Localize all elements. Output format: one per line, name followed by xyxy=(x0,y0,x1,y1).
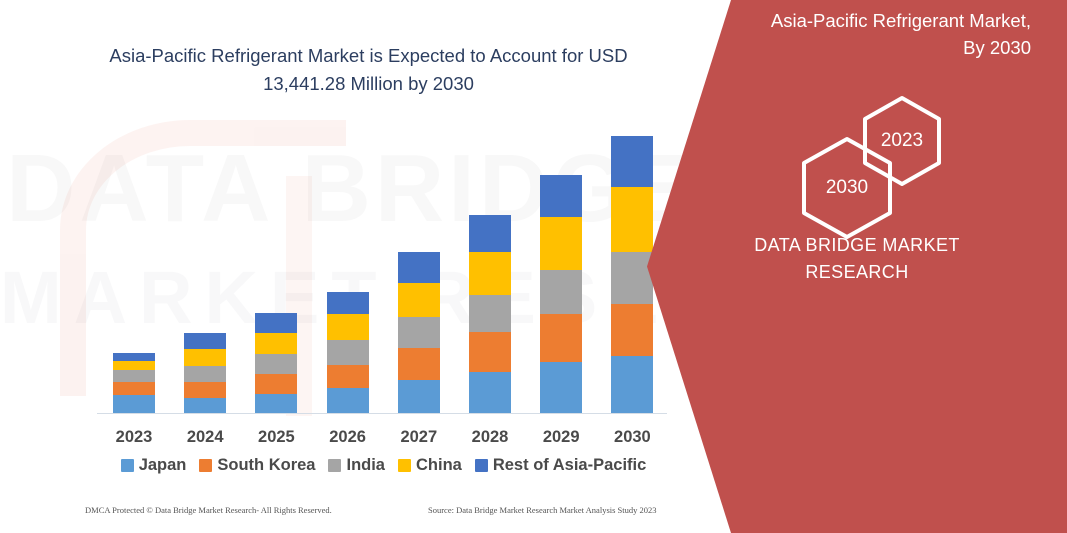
bar-segment xyxy=(184,366,227,382)
x-axis-label: 2023 xyxy=(115,428,153,446)
legend-item[interactable]: India xyxy=(328,456,385,475)
bar-segment xyxy=(469,215,511,252)
legend-item[interactable]: Japan xyxy=(120,456,187,475)
legend-swatch xyxy=(328,459,342,472)
chart-plot-area: 2023 2024 2025 2026 2027 2028 2029 2030 xyxy=(0,136,705,454)
bar-segment xyxy=(540,270,583,314)
panel-title-line-2: By 2030 xyxy=(963,36,1031,58)
bar-segment xyxy=(469,372,511,413)
bar-segment xyxy=(255,394,298,413)
panel-title-line-1: Asia-Pacific Refrigerant Market, xyxy=(770,10,1031,31)
bar-segment xyxy=(611,356,654,413)
legend-item[interactable]: South Korea xyxy=(199,456,315,475)
bar-segment xyxy=(397,252,440,283)
x-axis-label: 2024 xyxy=(186,428,224,446)
legend-swatch xyxy=(120,459,134,472)
x-axis-label: 2027 xyxy=(400,428,438,446)
bar-column xyxy=(326,292,369,413)
legend-label: Rest of Asia-Pacific xyxy=(492,456,647,474)
bar-segment xyxy=(540,217,583,270)
bar-segment xyxy=(255,374,298,394)
bar-segment xyxy=(397,348,440,380)
bar-segment xyxy=(113,353,155,361)
bar-segment xyxy=(611,304,654,356)
bar-column xyxy=(611,136,654,413)
legend-label: India xyxy=(346,456,385,474)
legend-label: South Korea xyxy=(217,456,316,474)
chart-title-line-1: Asia-Pacific Refrigerant Market is Expec… xyxy=(109,45,628,66)
hexagon-badges: 2030 2023 xyxy=(797,95,1027,245)
bar-column xyxy=(113,353,155,413)
legend-swatch xyxy=(474,459,488,472)
bar-segment xyxy=(326,292,369,314)
bar-segment xyxy=(397,380,440,413)
bar-segment xyxy=(255,333,298,354)
bar-segment xyxy=(326,388,369,413)
hexagon-label-2030: 2030 xyxy=(825,177,869,198)
bar-segment xyxy=(326,365,369,388)
bar-segment xyxy=(326,314,369,340)
x-axis-line xyxy=(97,413,667,414)
legend-swatch xyxy=(398,459,411,472)
bar-segment xyxy=(397,283,440,317)
bar-column xyxy=(184,333,227,413)
footer: DMCA Protected © Data Bridge Market Rese… xyxy=(0,505,705,525)
hexagon-badge-2030: 2030 xyxy=(797,135,897,241)
footer-copyright: DMCA Protected © Data Bridge Market Rese… xyxy=(85,505,332,515)
bar-segment xyxy=(540,314,583,362)
bar-segment xyxy=(113,361,155,370)
bar-segment xyxy=(611,252,654,304)
legend-item[interactable]: China xyxy=(398,456,462,475)
bar-segment xyxy=(540,175,583,217)
chart-title: Asia-Pacific Refrigerant Market is Expec… xyxy=(96,42,641,98)
hexagon-badge-2023: 2023 xyxy=(859,95,945,187)
legend-label: China xyxy=(416,456,462,474)
bar-column xyxy=(540,175,583,413)
x-axis-label: 2029 xyxy=(542,428,580,446)
bar-segment xyxy=(113,395,155,413)
hexagon-icon xyxy=(802,137,892,239)
x-axis-label: 2030 xyxy=(614,428,651,446)
legend-item[interactable]: Rest of Asia-Pacific xyxy=(474,456,647,475)
bar-segment xyxy=(326,340,369,365)
panel-title: Asia-Pacific Refrigerant Market, By 2030 xyxy=(731,8,1031,62)
bar-segment xyxy=(397,317,440,348)
bar-segment xyxy=(540,362,583,413)
hexagon-label-2023: 2023 xyxy=(880,130,924,151)
brand-name: DATA BRIDGE MARKET RESEARCH xyxy=(647,232,1067,286)
brand-line-1: DATA BRIDGE MARKET xyxy=(754,235,960,255)
bar-column xyxy=(255,313,298,413)
bar-segment xyxy=(255,313,298,333)
bar-segment xyxy=(611,187,654,252)
x-axis-label: 2025 xyxy=(258,428,295,446)
bar-segment xyxy=(184,398,227,413)
x-axis-label: 2026 xyxy=(329,428,366,446)
chart-legend: Japan South Korea India China Rest of Asia-P… xyxy=(96,456,671,475)
legend-label: Japan xyxy=(138,456,187,474)
bar-segment xyxy=(469,332,511,372)
brand-line-2: RESEARCH xyxy=(805,262,909,282)
x-axis-labels: 2023 2024 2025 2026 2027 2028 2029 2030 xyxy=(0,428,705,454)
brand-panel: Asia-Pacific Refrigerant Market, By 2030… xyxy=(647,0,1067,533)
bar-segment xyxy=(469,295,511,332)
legend-swatch xyxy=(199,459,213,472)
x-axis-label: 2028 xyxy=(471,428,509,446)
bar-segment xyxy=(184,349,227,366)
hexagon-icon xyxy=(863,96,941,186)
bar-segment xyxy=(113,370,155,382)
chart-title-line-2: 13,441.28 Million by 2030 xyxy=(263,72,474,94)
bar-column xyxy=(397,252,440,413)
bar-segment xyxy=(184,382,227,398)
bar-column xyxy=(469,215,511,413)
footer-source: Source: Data Bridge Market Research Mark… xyxy=(428,505,657,515)
bar-segment xyxy=(113,382,155,395)
bar-segment xyxy=(611,136,654,187)
bar-segment xyxy=(469,252,511,295)
bar-segment xyxy=(255,354,298,374)
bar-segment xyxy=(184,333,227,349)
